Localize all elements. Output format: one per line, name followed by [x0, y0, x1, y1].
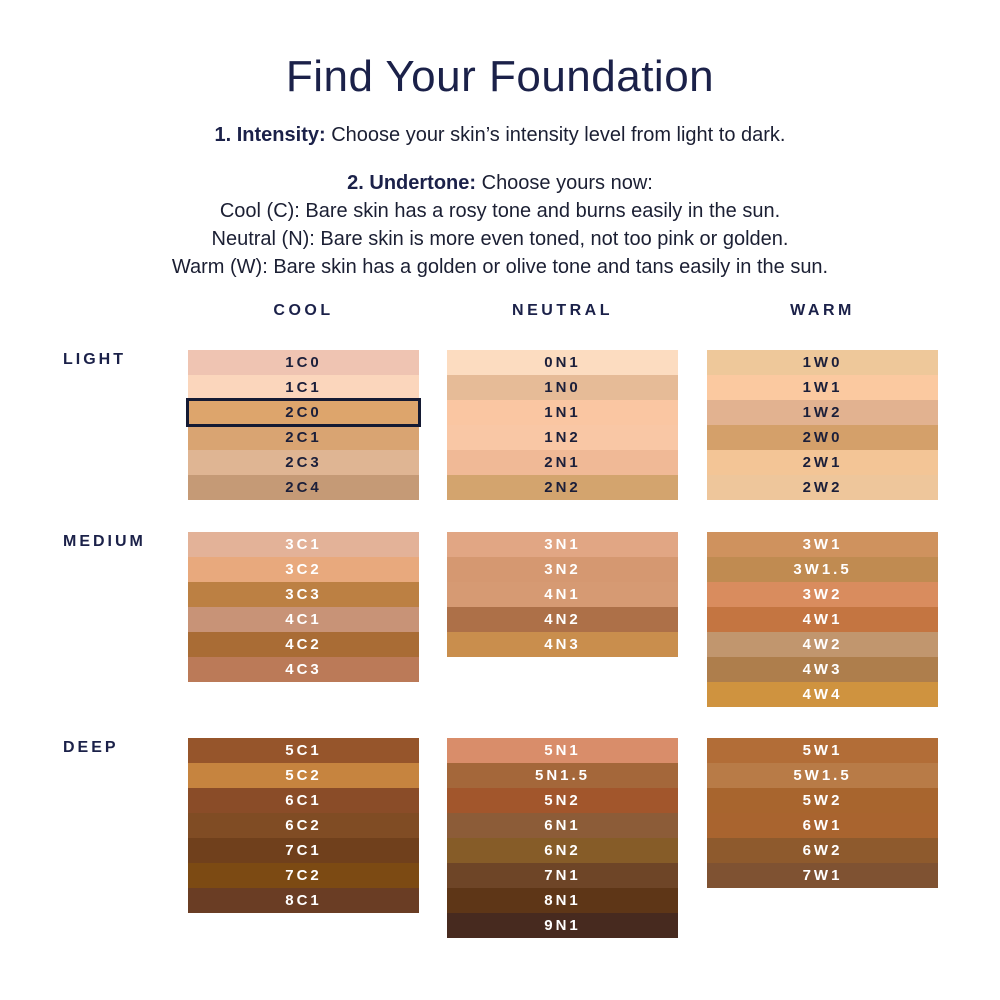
shade-swatch-3C1[interactable]: 3C1 — [188, 532, 419, 557]
shade-swatch-3N1[interactable]: 3N1 — [447, 532, 678, 557]
shade-group-medium-neutral: 3N1 3N2 4N1 4N2 4N3 — [447, 532, 678, 657]
shade-group-medium-cool: 3C1 3C2 3C3 4C1 4C2 4C3 — [188, 532, 419, 682]
shade-swatch-5C2[interactable]: 5C2 — [188, 763, 419, 788]
shade-swatch-7N1[interactable]: 7N1 — [447, 863, 678, 888]
shade-swatch-2W2[interactable]: 2W2 — [707, 475, 938, 500]
shade-swatch-3C3[interactable]: 3C3 — [188, 582, 419, 607]
shade-swatch-2C1[interactable]: 2C1 — [188, 425, 419, 450]
shade-swatch-2N2[interactable]: 2N2 — [447, 475, 678, 500]
shade-swatch-8N1[interactable]: 8N1 — [447, 888, 678, 913]
shade-group-light-cool: 1C0 1C1 2C0 2C1 2C3 2C4 — [186, 350, 421, 500]
shade-swatch-3W2[interactable]: 3W2 — [707, 582, 938, 607]
shade-swatch-5W2[interactable]: 5W2 — [707, 788, 938, 813]
shade-swatch-4W2[interactable]: 4W2 — [707, 632, 938, 657]
step-undertone-label: 2. Undertone: — [347, 172, 477, 194]
shade-group-medium-warm: 3W1 3W1.5 3W2 4W1 4W2 4W3 4W4 — [707, 532, 938, 707]
step-intensity-label: 1. Intensity: — [214, 124, 326, 146]
shade-swatch-3W1.5[interactable]: 3W1.5 — [707, 557, 938, 582]
shade-swatch-4C3[interactable]: 4C3 — [188, 657, 419, 682]
level-label-medium: MEDIUM — [63, 533, 146, 550]
step-intensity-text: Choose your skin’s intensity level from … — [325, 124, 786, 146]
shade-swatch-1W2[interactable]: 1W2 — [707, 400, 938, 425]
shade-swatch-4C1[interactable]: 4C1 — [188, 607, 419, 632]
shade-swatch-4W1[interactable]: 4W1 — [707, 607, 938, 632]
column-header-warm: WARM — [790, 302, 855, 319]
shade-swatch-3N2[interactable]: 3N2 — [447, 557, 678, 582]
shade-swatch-4N3[interactable]: 4N3 — [447, 632, 678, 657]
shade-swatch-1C1[interactable]: 1C1 — [188, 375, 419, 400]
shade-swatch-5W1[interactable]: 5W1 — [707, 738, 938, 763]
shade-swatch-6N2[interactable]: 6N2 — [447, 838, 678, 863]
shade-swatch-1N0[interactable]: 1N0 — [447, 375, 678, 400]
shade-swatch-6W2[interactable]: 6W2 — [707, 838, 938, 863]
shade-swatch-5C1[interactable]: 5C1 — [188, 738, 419, 763]
shade-swatch-4N1[interactable]: 4N1 — [447, 582, 678, 607]
level-label-light: LIGHT — [63, 351, 126, 368]
shade-swatch-5W1.5[interactable]: 5W1.5 — [707, 763, 938, 788]
undertone-cool: Cool (C): Bare skin has a rosy tone and … — [219, 200, 781, 222]
column-header-neutral: NEUTRAL — [512, 302, 613, 319]
shade-swatch-5N1.5[interactable]: 5N1.5 — [447, 763, 678, 788]
step-undertone: 2. Undertone: Choose yours now: — [0, 172, 1000, 195]
step-undertone-text: Choose yours now: — [476, 172, 653, 194]
shade-swatch-9N1[interactable]: 9N1 — [447, 913, 678, 938]
shade-swatch-7W1[interactable]: 7W1 — [707, 863, 938, 888]
shade-swatch-1N2[interactable]: 1N2 — [447, 425, 678, 450]
shade-swatch-2N1[interactable]: 2N1 — [447, 450, 678, 475]
step-intensity: 1. Intensity: Choose your skin’s intensi… — [0, 124, 1000, 147]
column-header-cool: COOL — [273, 302, 334, 319]
shade-swatch-2W0[interactable]: 2W0 — [707, 425, 938, 450]
shade-group-deep-cool: 5C1 5C2 6C1 6C2 7C1 7C2 8C1 — [188, 738, 419, 913]
shade-group-light-neutral: 0N1 1N0 1N1 1N2 2N1 2N2 — [447, 350, 678, 500]
shade-swatch-2C0[interactable]: 2C0 — [186, 398, 421, 427]
shade-swatch-6C2[interactable]: 6C2 — [188, 813, 419, 838]
shade-swatch-2C3[interactable]: 2C3 — [188, 450, 419, 475]
shade-swatch-0N1[interactable]: 0N1 — [447, 350, 678, 375]
shade-swatch-2W1[interactable]: 2W1 — [707, 450, 938, 475]
shade-group-deep-warm: 5W1 5W1.5 5W2 6W1 6W2 7W1 — [707, 738, 938, 888]
shade-swatch-6W1[interactable]: 6W1 — [707, 813, 938, 838]
shade-swatch-8C1[interactable]: 8C1 — [188, 888, 419, 913]
shade-swatch-1W1[interactable]: 1W1 — [707, 375, 938, 400]
shade-swatch-4W3[interactable]: 4W3 — [707, 657, 938, 682]
shade-swatch-3W1[interactable]: 3W1 — [707, 532, 938, 557]
shade-swatch-4W4[interactable]: 4W4 — [707, 682, 938, 707]
shade-swatch-6N1[interactable]: 6N1 — [447, 813, 678, 838]
page-title: Find Your Foundation — [285, 52, 715, 101]
level-label-deep: DEEP — [63, 739, 119, 756]
shade-swatch-5N1[interactable]: 5N1 — [447, 738, 678, 763]
shade-swatch-4N2[interactable]: 4N2 — [447, 607, 678, 632]
shade-group-deep-neutral: 5N1 5N1.5 5N2 6N1 6N2 7N1 8N1 9N1 — [447, 738, 678, 938]
undertone-warm: Warm (W): Bare skin has a golden or oliv… — [171, 256, 829, 278]
shade-swatch-1N1[interactable]: 1N1 — [447, 400, 678, 425]
shade-swatch-1W0[interactable]: 1W0 — [707, 350, 938, 375]
shade-swatch-4C2[interactable]: 4C2 — [188, 632, 419, 657]
shade-swatch-2C4[interactable]: 2C4 — [188, 475, 419, 500]
shade-group-light-warm: 1W0 1W1 1W2 2W0 2W1 2W2 — [707, 350, 938, 500]
shade-swatch-7C1[interactable]: 7C1 — [188, 838, 419, 863]
shade-swatch-6C1[interactable]: 6C1 — [188, 788, 419, 813]
shade-swatch-1C0[interactable]: 1C0 — [188, 350, 419, 375]
shade-swatch-3C2[interactable]: 3C2 — [188, 557, 419, 582]
undertone-neutral: Neutral (N): Bare skin is more even tone… — [211, 228, 789, 250]
shade-swatch-5N2[interactable]: 5N2 — [447, 788, 678, 813]
shade-swatch-7C2[interactable]: 7C2 — [188, 863, 419, 888]
